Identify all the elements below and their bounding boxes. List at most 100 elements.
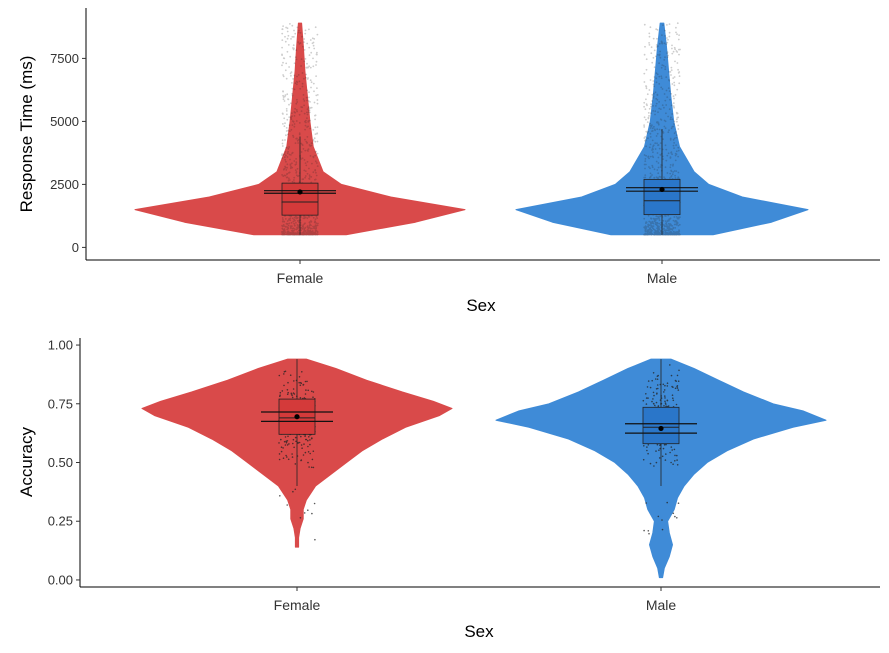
data-point <box>663 59 666 61</box>
data-point <box>653 229 656 231</box>
data-point <box>309 232 311 235</box>
data-point <box>284 122 286 125</box>
data-point <box>651 164 654 167</box>
data-point <box>654 231 657 234</box>
data-point <box>678 48 680 51</box>
data-point <box>283 232 286 235</box>
data-point <box>644 139 647 142</box>
data-point <box>283 125 286 128</box>
data-point <box>656 233 658 236</box>
data-point <box>297 142 299 144</box>
data-point <box>315 75 317 77</box>
data-point <box>650 52 653 55</box>
data-point <box>315 222 318 225</box>
data-point <box>291 229 293 232</box>
data-point <box>290 71 293 73</box>
data-point <box>643 101 646 104</box>
data-point <box>645 98 647 101</box>
data-point <box>674 174 676 177</box>
data-point <box>308 96 310 99</box>
data-point <box>294 163 297 166</box>
data-point <box>677 216 680 219</box>
data-point <box>289 232 291 234</box>
data-point <box>286 393 289 396</box>
data-point <box>648 532 650 535</box>
data-point <box>651 222 653 225</box>
data-point <box>672 171 675 173</box>
data-point <box>280 446 283 449</box>
data-point <box>312 231 315 234</box>
data-point <box>650 233 653 236</box>
data-point <box>676 62 679 64</box>
data-point <box>281 112 284 115</box>
data-point <box>664 402 667 404</box>
data-point <box>300 233 303 236</box>
data-point <box>311 233 314 236</box>
data-point <box>307 106 310 109</box>
data-point <box>644 232 647 235</box>
data-point <box>670 151 673 154</box>
data-point <box>669 138 672 141</box>
data-point <box>283 153 286 155</box>
data-point <box>679 216 681 219</box>
data-point <box>303 229 306 232</box>
data-point <box>652 148 654 151</box>
data-point <box>657 53 659 56</box>
data-point <box>307 233 309 236</box>
data-point <box>644 139 647 142</box>
data-point <box>287 232 289 234</box>
data-point <box>310 220 312 222</box>
data-point <box>303 228 305 230</box>
data-point <box>311 230 314 232</box>
data-point <box>647 226 650 228</box>
data-point <box>300 435 302 438</box>
data-point <box>644 174 647 177</box>
data-point <box>667 229 670 231</box>
data-point <box>296 167 299 170</box>
data-point <box>649 124 652 127</box>
data-point <box>664 56 666 59</box>
data-point <box>291 166 294 169</box>
data-point <box>665 148 668 151</box>
data-point <box>654 129 656 132</box>
data-point <box>667 233 670 236</box>
data-point <box>315 94 318 97</box>
data-point <box>659 142 662 145</box>
data-point <box>314 118 316 121</box>
data-point <box>302 233 305 236</box>
data-point <box>281 233 284 236</box>
data-point <box>672 230 675 233</box>
data-point <box>289 233 291 236</box>
data-point <box>649 172 652 175</box>
data-point <box>656 121 659 124</box>
data-point <box>309 101 311 103</box>
data-point <box>310 233 312 236</box>
data-point <box>290 215 292 218</box>
data-point <box>303 169 306 172</box>
data-point <box>315 64 317 66</box>
data-point <box>313 502 316 505</box>
data-point <box>652 83 655 86</box>
data-point <box>309 119 311 122</box>
data-point <box>293 179 295 181</box>
data-point <box>286 163 289 166</box>
data-point <box>663 93 666 95</box>
data-point <box>642 458 645 461</box>
data-point <box>290 166 292 168</box>
data-point <box>651 147 654 150</box>
data-point <box>655 232 658 235</box>
data-point <box>652 145 654 148</box>
data-point <box>307 232 309 235</box>
data-point <box>302 148 305 150</box>
data-point <box>666 56 669 58</box>
data-point <box>316 165 319 168</box>
data-point <box>673 223 676 226</box>
data-point <box>660 75 663 78</box>
data-point <box>670 169 672 172</box>
data-point <box>283 225 285 228</box>
data-point <box>678 232 681 235</box>
data-point <box>666 51 669 54</box>
data-point <box>656 217 658 220</box>
data-point <box>282 175 285 178</box>
data-point <box>645 403 648 405</box>
